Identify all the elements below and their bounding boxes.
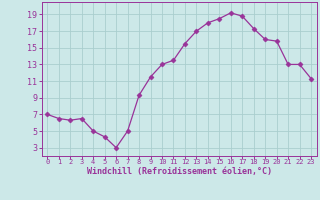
X-axis label: Windchill (Refroidissement éolien,°C): Windchill (Refroidissement éolien,°C) — [87, 167, 272, 176]
